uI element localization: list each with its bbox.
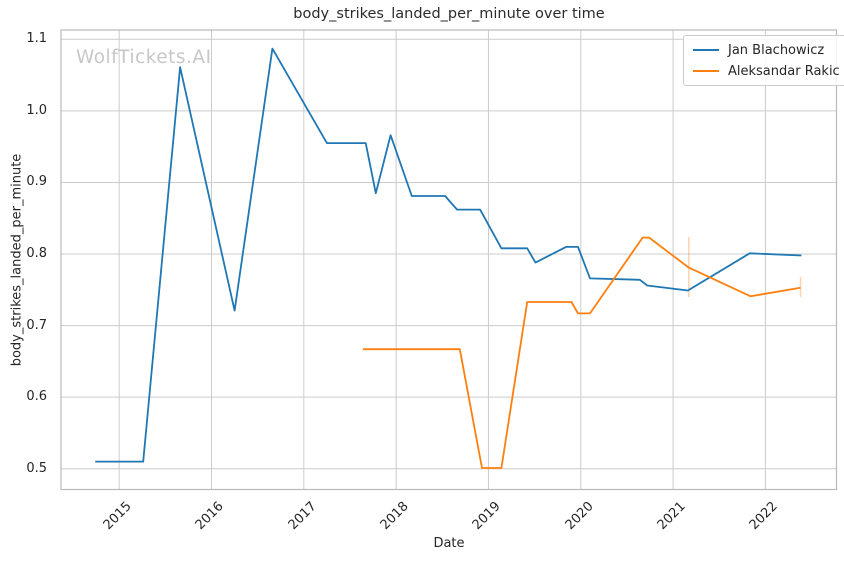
y-tick-label: 0.5 (26, 460, 47, 476)
legend-label: Aleksandar Rakic (728, 63, 840, 79)
y-tick-label: 0.8 (26, 246, 47, 262)
legend-label: Jan Blachowicz (728, 42, 825, 58)
legend-item-jan-blachowicz: Jan Blachowicz (693, 42, 840, 58)
y-tick-label: 1.0 (26, 102, 47, 118)
series-line-aleksandar-rakic (362, 236, 801, 469)
chart-title: body_strikes_landed_per_minute over time (293, 6, 605, 22)
legend-line-swatch-blue (693, 49, 719, 51)
legend-item-aleksandar-rakic: Aleksandar Rakic (693, 63, 840, 79)
legend: Jan Blachowicz Aleksandar Rakic (683, 35, 844, 86)
y-tick-label: 0.9 (26, 174, 47, 190)
watermark: WolfTickets.AI (76, 47, 212, 68)
y-tick-label: 0.6 (26, 389, 47, 405)
x-axis-label: Date (433, 536, 465, 551)
legend-line-swatch-orange (693, 70, 719, 72)
y-tick-label: 0.7 (26, 317, 47, 333)
y-tick-label: 1.1 (26, 31, 47, 47)
series-line-jan-blachowicz (95, 47, 802, 463)
plot-border (60, 29, 838, 491)
